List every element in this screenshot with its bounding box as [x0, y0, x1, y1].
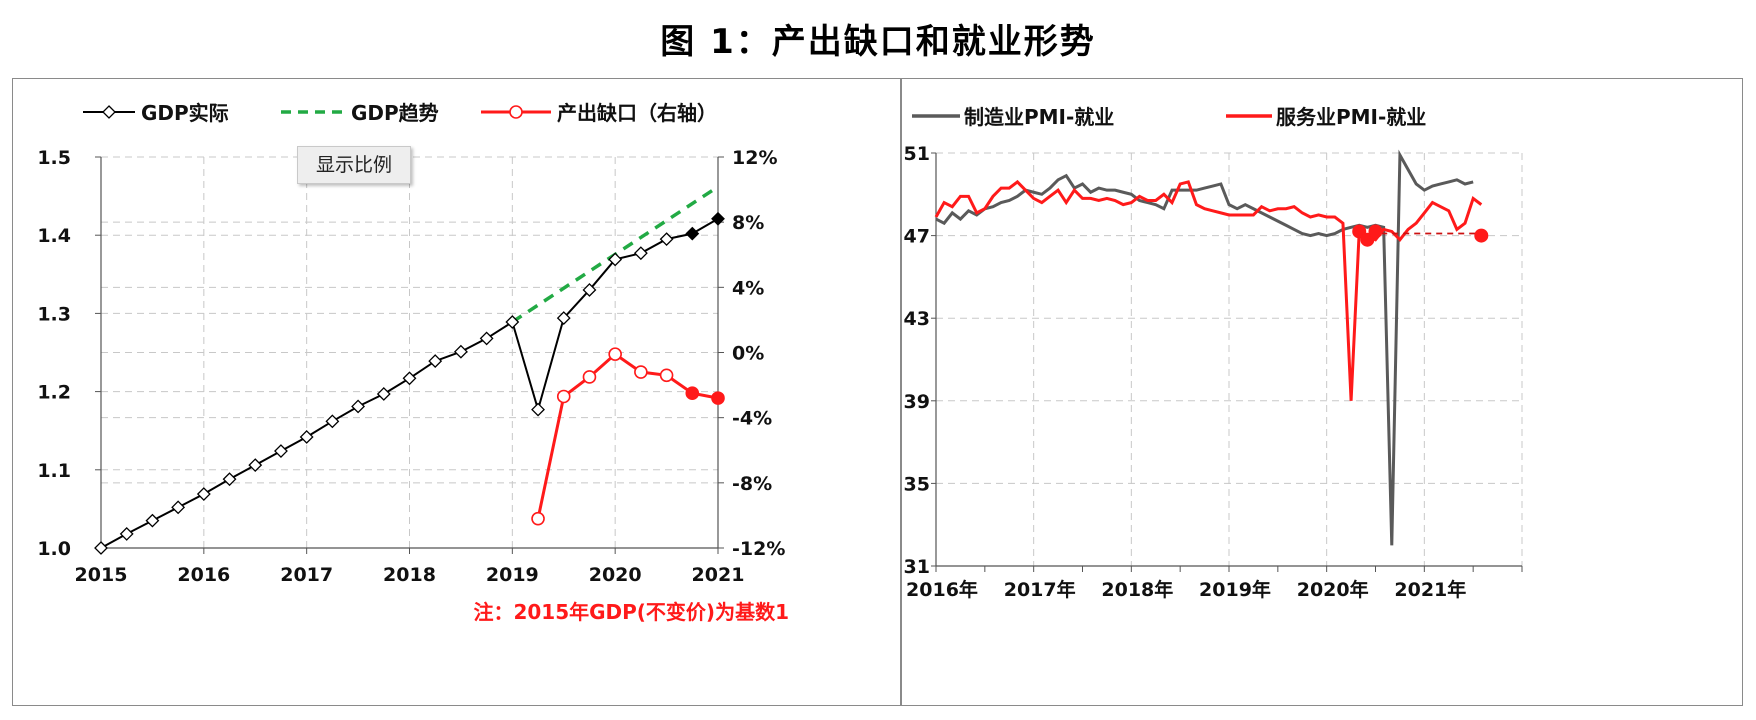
output-gap-point — [582, 370, 597, 384]
y-tick-label-left: 1.0 — [37, 538, 71, 560]
y-tick-label: 31 — [904, 556, 930, 578]
gdp-actual-point — [582, 283, 597, 297]
x-tick-label: 2021年 — [1394, 578, 1466, 601]
legend-label-output-gap: 产出缺口（右轴） — [557, 101, 717, 125]
gdp-actual-point — [453, 344, 468, 359]
legend-label-gdp-actual: GDP实际 — [141, 101, 229, 125]
zoom-tooltip: 显示比例 — [297, 146, 411, 184]
legend-label-manufacturing: 制造业PMI-就业 — [964, 105, 1114, 129]
y-tick-label-right: 0% — [732, 343, 764, 365]
gdp-actual-point — [171, 500, 186, 515]
gdp-actual-point — [145, 513, 160, 528]
gdp-actual-point — [479, 331, 494, 346]
legend-marker-gdp-actual — [102, 105, 116, 119]
chart-note: 注：2015年GDP(不变价)为基数1 — [473, 600, 789, 624]
output-gap-point — [711, 391, 725, 405]
gdp-actual-point — [685, 226, 700, 241]
y-tick-label-right: 12% — [732, 147, 777, 169]
output-gap-point — [608, 347, 622, 361]
gdp-actual-point — [505, 315, 520, 329]
x-tick-label: 2017年 — [1004, 578, 1076, 601]
gdp-actual-point — [531, 402, 545, 417]
left-chart-panel: 1.0 1.1 1.2 1.3 1.4 1.5 -12% -8% -4% 0% 4% 8% 12% 201… — [12, 78, 901, 706]
y-tick-label-right: -12% — [732, 538, 785, 560]
services-highlight-point — [1352, 224, 1367, 239]
x-tick-label: 2017 — [280, 564, 333, 586]
gdp-actual-point — [119, 527, 134, 541]
employment-pmi-chart: 31 35 39 43 47 51 2016年 2017年 2018年 2019年 2020年 202… — [904, 105, 1523, 601]
services-highlight-point — [1474, 228, 1489, 243]
gdp-actual-point — [376, 387, 391, 401]
gdp-actual-point — [608, 252, 623, 267]
output-gap-chart: 1.0 1.1 1.2 1.3 1.4 1.5 -12% -8% -4% 0% 4% 8% 12% 201… — [37, 101, 789, 624]
right-chart-panel: 31 35 39 43 47 51 2016年 2017年 2018年 2019年 2020年 202… — [901, 78, 1743, 706]
gdp-actual-point — [428, 354, 443, 369]
services-highlight-point — [1360, 232, 1375, 247]
legend-marker-output-gap — [509, 105, 523, 119]
gdp-actual-point — [94, 541, 108, 555]
y-tick-label-left: 1.4 — [37, 225, 71, 247]
gdp-actual-point — [402, 371, 417, 386]
y-tick-label-left: 1.5 — [37, 147, 71, 169]
gdp-actual-point — [196, 487, 211, 501]
x-tick-label: 2020年 — [1297, 578, 1369, 601]
gdp-actual-point — [274, 444, 288, 458]
x-tick-label: 2016 — [177, 564, 230, 586]
x-tick-label: 2021 — [692, 564, 745, 586]
y-tick-label: 51 — [904, 143, 930, 165]
y-tick-label-right: -4% — [732, 408, 772, 430]
y-tick-label: 47 — [904, 226, 930, 248]
services-highlight-point — [1368, 224, 1383, 239]
output-gap-point — [685, 386, 700, 401]
gdp-actual-point — [711, 211, 725, 226]
y-tick-label: 43 — [904, 308, 930, 330]
y-tick-label: 39 — [904, 391, 930, 413]
gdp-actual-point — [556, 311, 571, 326]
y-tick-label-left: 1.2 — [37, 382, 71, 404]
gdp-actual-point — [248, 458, 263, 473]
manufacturing-pmi-line — [935, 149, 1474, 546]
y-tick-label-left: 1.3 — [37, 303, 71, 325]
y-tick-label-right: -8% — [732, 473, 772, 495]
output-gap-point — [531, 511, 545, 526]
figure-title: 图 1：产出缺口和就业形势 — [660, 22, 1096, 62]
x-tick-label: 2018年 — [1101, 578, 1173, 601]
gdp-actual-point — [222, 472, 237, 487]
x-tick-label: 2019年 — [1199, 578, 1271, 601]
x-tick-label: 2016年 — [906, 578, 978, 601]
output-gap-point — [659, 368, 674, 383]
gdp-actual-point — [299, 430, 314, 444]
x-tick-label: 2015 — [75, 564, 128, 586]
output-gap-point — [556, 389, 571, 404]
legend-label-services: 服务业PMI-就业 — [1276, 105, 1426, 129]
output-gap-line — [536, 352, 719, 519]
gdp-actual-point — [659, 232, 674, 247]
y-tick-label-right: 8% — [732, 212, 764, 234]
services-pmi-line — [934, 179, 1483, 401]
gdp-actual-point — [325, 414, 340, 429]
x-tick-label: 2019 — [486, 564, 539, 586]
gdp-actual-point — [351, 399, 366, 414]
y-tick-label-right: 4% — [732, 277, 764, 299]
x-tick-label: 2020 — [589, 564, 642, 586]
x-tick-label: 2018 — [383, 564, 436, 586]
y-tick-label: 35 — [904, 473, 930, 495]
y-tick-label-left: 1.1 — [37, 460, 71, 482]
legend-label-gdp-trend: GDP趋势 — [351, 101, 439, 125]
gdp-actual-point — [633, 246, 648, 261]
output-gap-point — [634, 365, 648, 379]
